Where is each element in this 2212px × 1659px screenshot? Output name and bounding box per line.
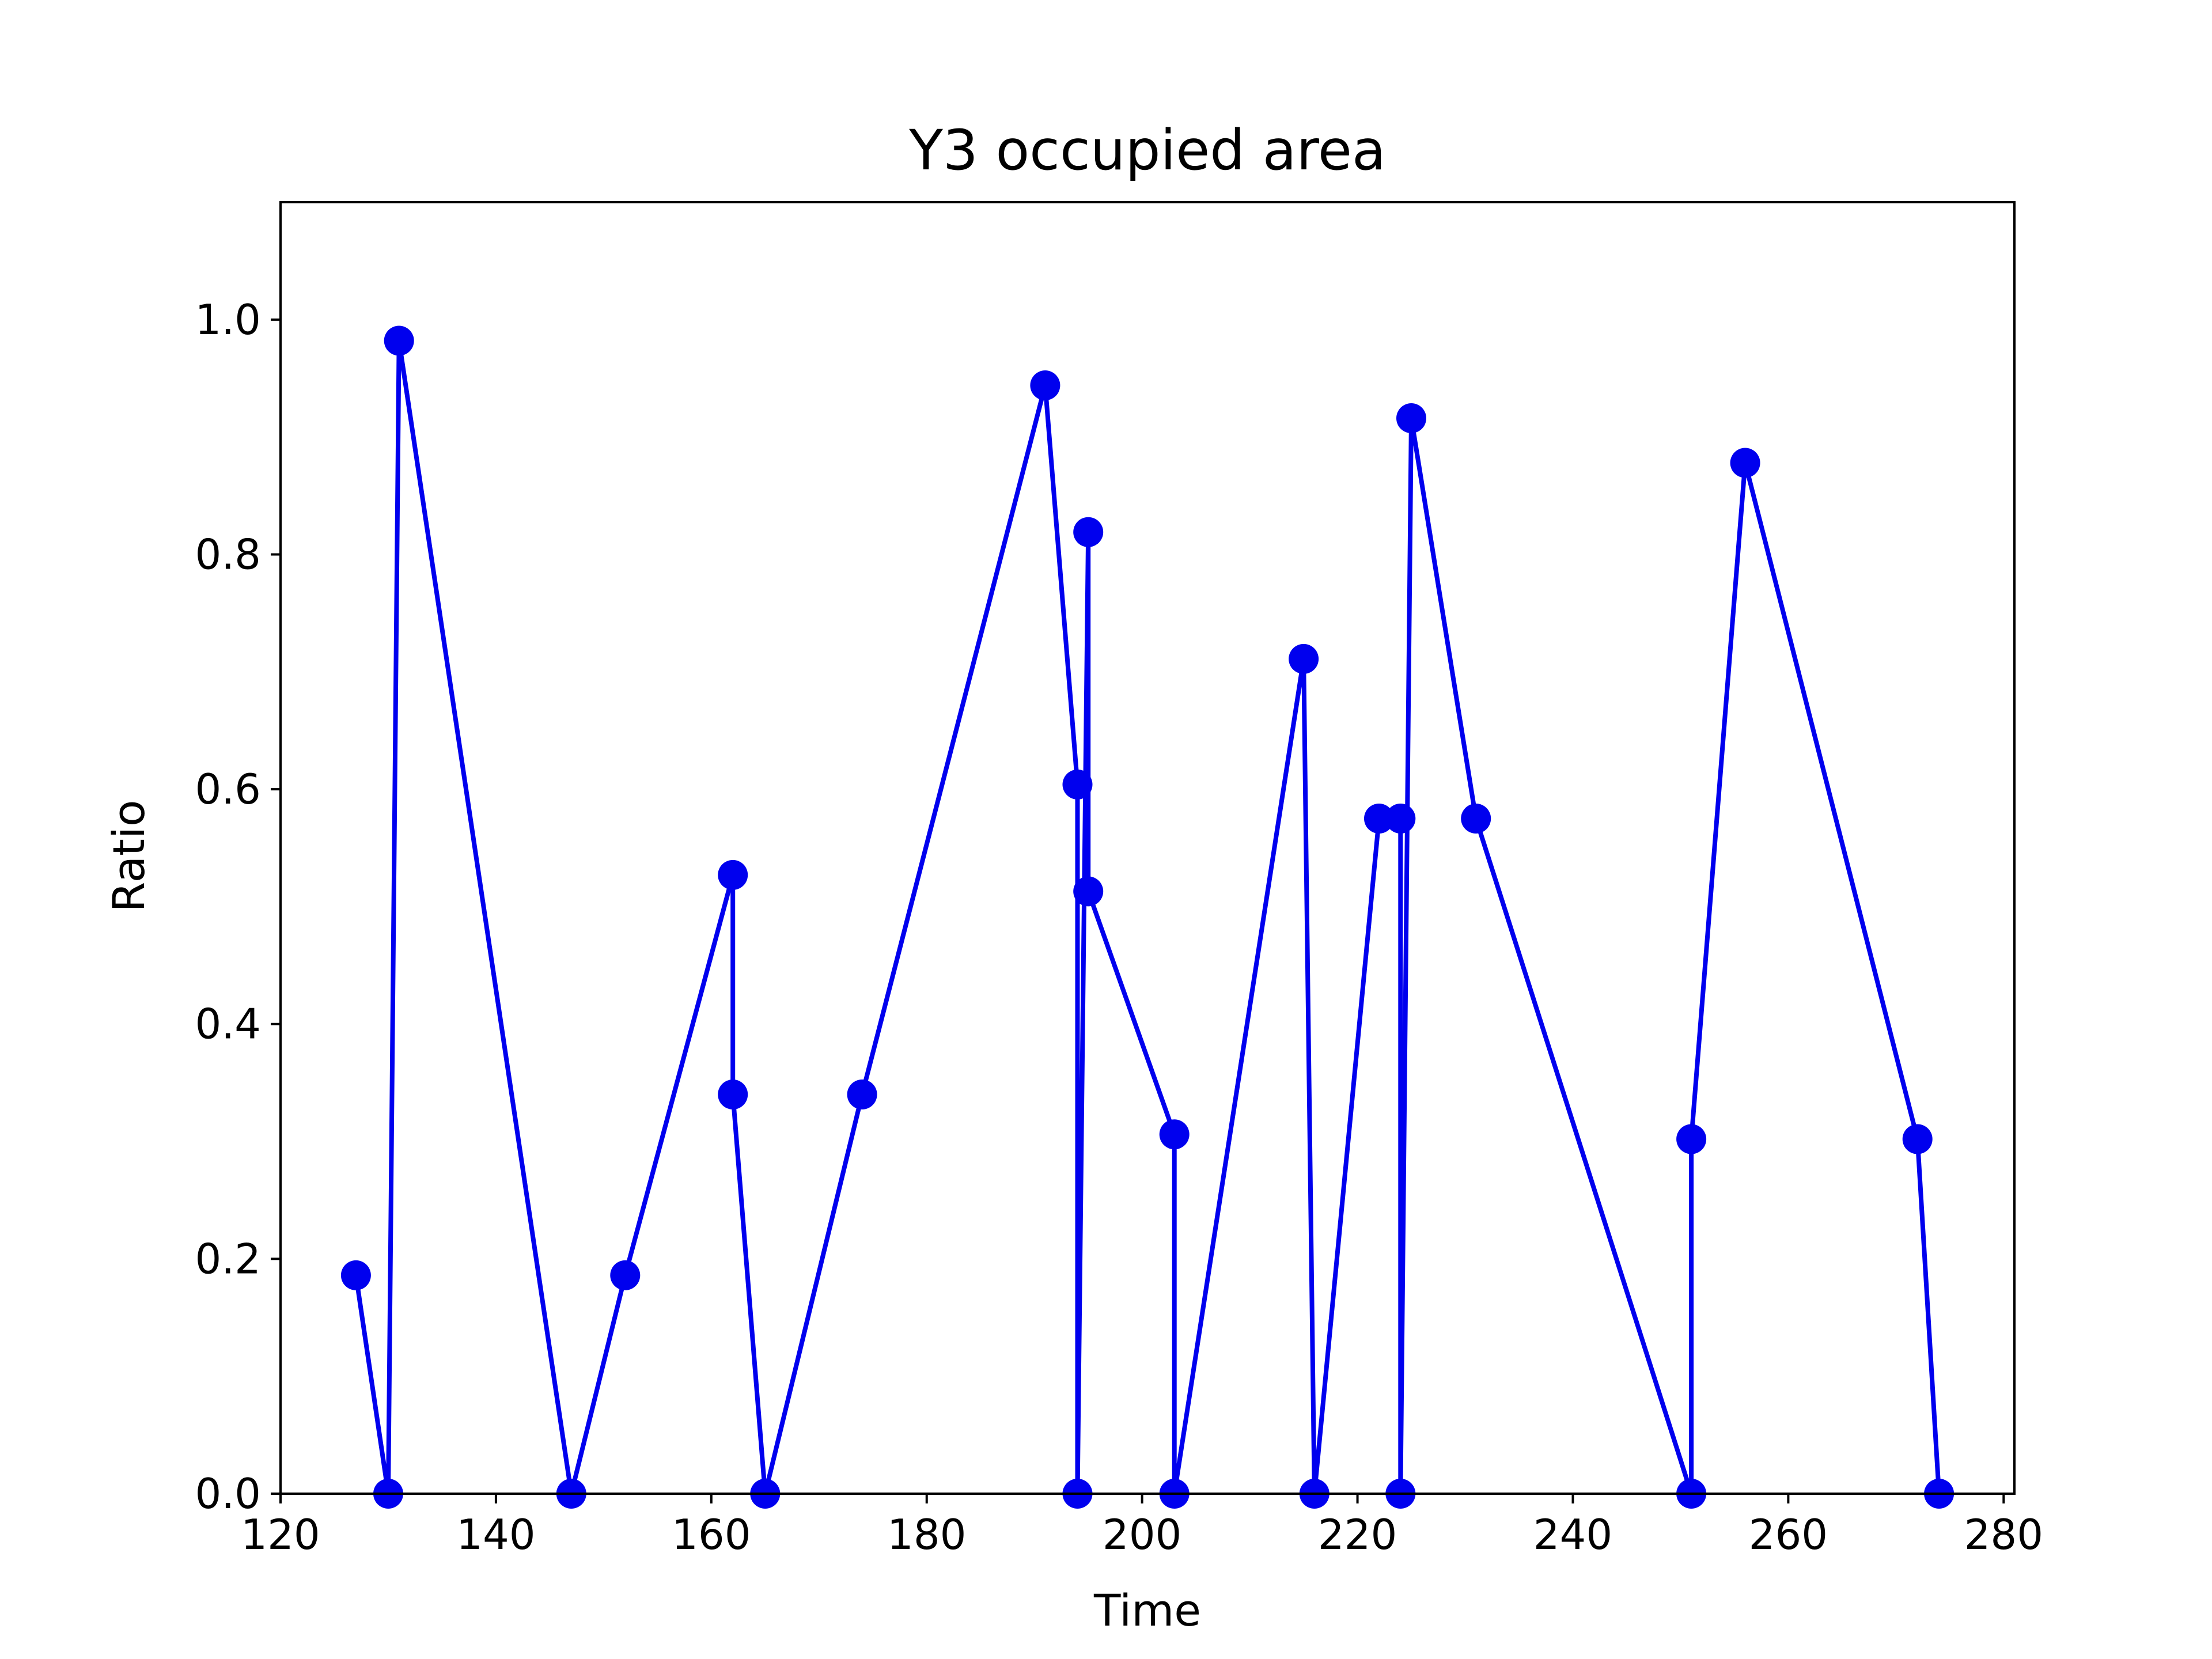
data-point (1396, 403, 1426, 433)
data-point (1385, 804, 1416, 834)
y-tick-label: 0.4 (195, 1000, 261, 1048)
x-tick-label: 160 (672, 1510, 751, 1559)
x-tick-label: 200 (1103, 1510, 1181, 1559)
x-tick-label: 140 (456, 1510, 535, 1559)
data-point (610, 1260, 641, 1290)
data-point (1073, 517, 1104, 547)
chart-title: Y3 occupied area (908, 118, 1386, 183)
x-tick-label: 240 (1533, 1510, 1612, 1559)
data-point (1364, 804, 1394, 834)
x-tick-label: 180 (887, 1510, 966, 1559)
data-point (1289, 643, 1319, 674)
data-point (847, 1080, 877, 1109)
data-point (1676, 1124, 1707, 1154)
x-tick-label: 120 (241, 1510, 320, 1559)
y-axis-label: Ratio (103, 800, 154, 912)
data-point (1062, 769, 1093, 800)
data-point (1902, 1124, 1933, 1154)
y-tick-label: 1.0 (195, 296, 261, 344)
x-tick-label: 260 (1749, 1510, 1828, 1559)
axes-frame (279, 201, 2016, 1495)
y-tick-label: 0.6 (195, 765, 261, 813)
x-axis-label: Time (1093, 1585, 1201, 1636)
y-tick-label: 0.2 (195, 1234, 261, 1283)
y-tick-label: 0.0 (195, 1469, 261, 1518)
data-point (718, 1080, 748, 1109)
data-point (340, 1260, 371, 1290)
data-point (1461, 804, 1491, 834)
y-tick-label: 0.8 (195, 530, 261, 578)
plot-area: 120 140 160 180 200 220 240 260 280 0.0 0.2 0.4 0.6 0… (195, 201, 2043, 1559)
series-line-0 (353, 338, 1942, 1496)
data-point (718, 859, 748, 890)
x-tick-label: 220 (1318, 1510, 1397, 1559)
x-tick-label: 280 (1964, 1510, 2043, 1559)
data-point (1030, 370, 1060, 400)
data-point (1159, 1119, 1190, 1150)
data-point (1073, 876, 1104, 907)
data-point (1730, 448, 1760, 478)
data-point (384, 325, 414, 356)
